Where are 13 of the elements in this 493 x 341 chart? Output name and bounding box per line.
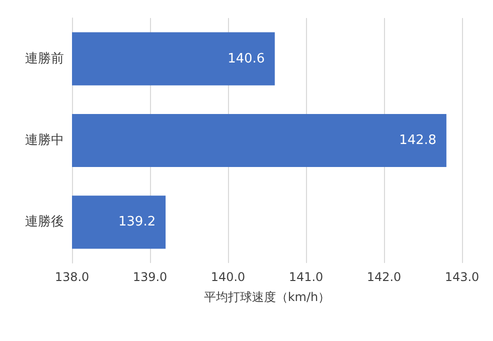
x-tick-label: 138.0 — [54, 270, 90, 284]
x-axis-title: 平均打球速度（km/h） — [204, 290, 330, 304]
data-label: 140.6 — [228, 51, 265, 66]
x-tick-label: 140.0 — [210, 270, 246, 284]
data-label: 139.2 — [118, 214, 156, 230]
x-tick-label: 139.0 — [132, 270, 168, 284]
y-tick-label: 連勝中 — [25, 133, 64, 148]
x-tick-label: 143.0 — [444, 270, 480, 284]
y-tick-label: 連勝後 — [25, 214, 64, 230]
y-tick-label: 連勝前 — [25, 51, 64, 66]
x-tick-label: 141.0 — [288, 270, 324, 284]
x-tick-label: 142.0 — [366, 270, 402, 284]
data-label: 142.8 — [399, 133, 436, 148]
